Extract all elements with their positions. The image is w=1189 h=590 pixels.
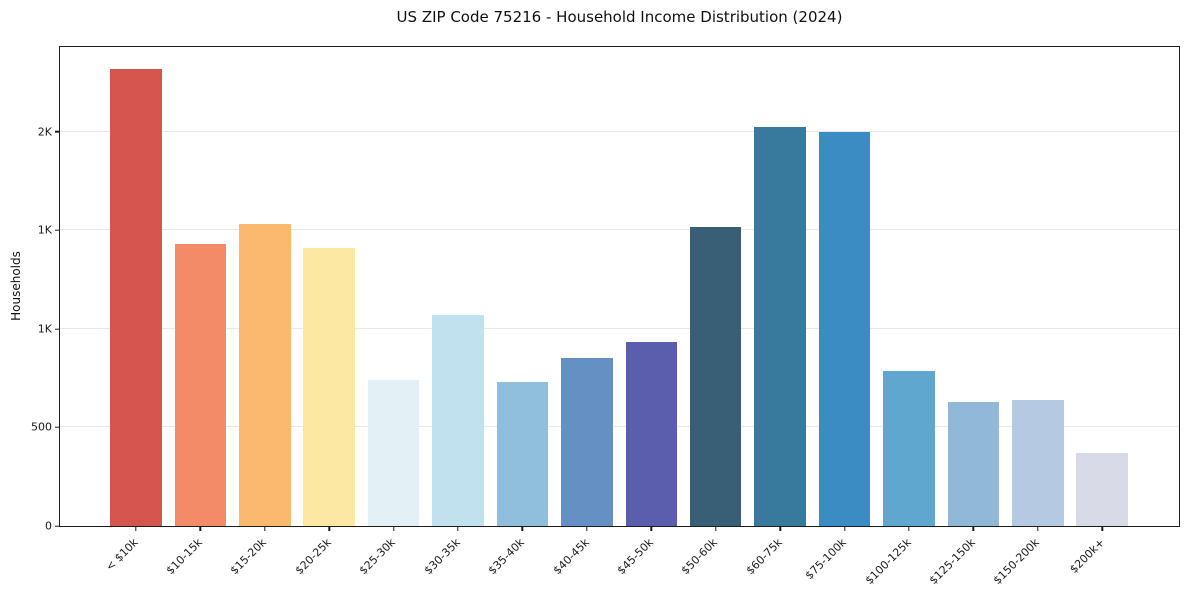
- x-tick-mark: [650, 526, 652, 531]
- bar-slot: $40-45k: [550, 47, 619, 577]
- y-tick-mark: [55, 229, 60, 232]
- bar: [754, 126, 806, 526]
- bar-slot: $25-30k: [357, 47, 425, 577]
- bar: [432, 315, 484, 526]
- plot-area: < $10k $10-15k $15-20k $20-25k $25-30k $30-35…: [31, 46, 1180, 587]
- bar-slot: < $10k: [103, 47, 168, 573]
- y-tick-mark: [55, 426, 60, 429]
- y-tick-label: 1K: [37, 322, 52, 336]
- y-tick-label: 500: [31, 420, 52, 434]
- bar-slot: $100-125k: [862, 47, 941, 587]
- bar: [883, 371, 935, 526]
- gridline: [60, 130, 1179, 132]
- bar: [174, 244, 227, 526]
- bar: [689, 227, 742, 526]
- x-tick-mark: [328, 526, 330, 531]
- bars-row: < $10k $10-15k $15-20k $20-25k $25-30k $30-35…: [103, 47, 1135, 587]
- chart-title: US ZIP Code 75216 - Household Income Dis…: [396, 8, 843, 26]
- bar-slot: $200k+: [1067, 47, 1134, 576]
- bar-slot: $50-60k: [679, 47, 747, 577]
- gridline: [60, 426, 1179, 428]
- bar-slot: $10-15k: [164, 47, 232, 577]
- x-tick-mark: [843, 526, 846, 531]
- bar-slot: $15-20k: [228, 47, 297, 577]
- y-tick-label: 0: [45, 519, 52, 533]
- bar-slot: $45-50k: [615, 47, 683, 577]
- bar-slot: $35-40k: [486, 47, 554, 577]
- bar: [110, 68, 162, 526]
- bar-slot: $75-100k: [803, 47, 876, 582]
- y-tick-label: 1K: [37, 223, 52, 237]
- y-tick-label: 2K: [37, 125, 52, 139]
- bar-slot: $30-35k: [421, 47, 490, 577]
- bar-slot: $150-200k: [991, 47, 1070, 587]
- bar: [625, 341, 678, 526]
- bar: [496, 382, 549, 526]
- y-tick-mark: [55, 131, 60, 133]
- y-axis-label: Households: [9, 251, 23, 321]
- bar: [1012, 399, 1064, 526]
- bar: [238, 224, 291, 526]
- y-tick-mark: [55, 328, 60, 330]
- x-tick-mark: [972, 526, 975, 531]
- x-tick-mark: [908, 526, 910, 531]
- bar-slot: $20-25k: [292, 47, 361, 577]
- bar: [947, 401, 1000, 526]
- gridline: [60, 327, 1179, 329]
- bar-slot: $60-75k: [743, 47, 812, 577]
- x-tick-mark: [457, 526, 459, 531]
- bar-slot: $125-150k: [927, 47, 1005, 587]
- bar: [561, 358, 613, 526]
- gridline: [60, 229, 1179, 231]
- x-tick-mark: [779, 526, 781, 531]
- y-tick-mark: [55, 525, 60, 527]
- x-tick-mark: [714, 526, 717, 531]
- bar: [818, 131, 871, 526]
- x-tick-mark: [1101, 526, 1103, 531]
- bar: [367, 380, 420, 526]
- bar: [303, 248, 355, 526]
- x-tick-mark: [135, 526, 137, 531]
- x-tick-mark: [521, 526, 524, 531]
- bar: [1076, 453, 1128, 526]
- x-tick-mark: [1037, 526, 1039, 531]
- x-tick-mark: [199, 526, 202, 531]
- x-tick-mark: [264, 526, 266, 531]
- x-tick-mark: [392, 526, 395, 531]
- x-tick-mark: [586, 526, 588, 531]
